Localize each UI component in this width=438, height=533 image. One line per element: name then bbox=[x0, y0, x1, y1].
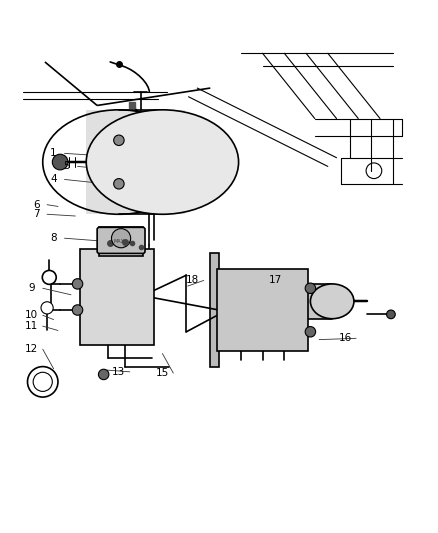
Text: 10: 10 bbox=[25, 310, 39, 320]
Circle shape bbox=[114, 135, 124, 146]
Circle shape bbox=[114, 179, 124, 189]
Text: 7: 7 bbox=[33, 209, 39, 219]
Text: MAX: MAX bbox=[113, 239, 124, 244]
Circle shape bbox=[42, 270, 56, 284]
Circle shape bbox=[366, 163, 382, 179]
Ellipse shape bbox=[311, 284, 354, 319]
Text: 6: 6 bbox=[33, 200, 39, 209]
Text: 1: 1 bbox=[50, 148, 57, 158]
Circle shape bbox=[52, 154, 68, 170]
Circle shape bbox=[305, 283, 316, 294]
FancyBboxPatch shape bbox=[306, 284, 332, 319]
FancyBboxPatch shape bbox=[210, 254, 219, 367]
FancyBboxPatch shape bbox=[217, 269, 308, 351]
FancyBboxPatch shape bbox=[99, 228, 143, 256]
Text: 16: 16 bbox=[339, 333, 352, 343]
Text: 9: 9 bbox=[28, 283, 35, 293]
FancyBboxPatch shape bbox=[86, 110, 185, 214]
Circle shape bbox=[387, 310, 395, 319]
Text: 11: 11 bbox=[25, 321, 39, 331]
Text: 12: 12 bbox=[25, 344, 39, 354]
Text: 5: 5 bbox=[64, 161, 70, 172]
Circle shape bbox=[72, 305, 83, 315]
FancyBboxPatch shape bbox=[80, 249, 154, 345]
Text: 13: 13 bbox=[112, 367, 126, 377]
Text: 4: 4 bbox=[50, 174, 57, 184]
Circle shape bbox=[41, 302, 53, 314]
Text: 17: 17 bbox=[269, 276, 282, 286]
Text: 15: 15 bbox=[156, 368, 169, 378]
Circle shape bbox=[112, 229, 131, 248]
Circle shape bbox=[72, 279, 83, 289]
Circle shape bbox=[99, 369, 109, 379]
Ellipse shape bbox=[86, 110, 239, 214]
Text: 18: 18 bbox=[186, 276, 200, 286]
Circle shape bbox=[305, 327, 316, 337]
FancyBboxPatch shape bbox=[97, 228, 145, 254]
Text: 8: 8 bbox=[50, 233, 57, 243]
